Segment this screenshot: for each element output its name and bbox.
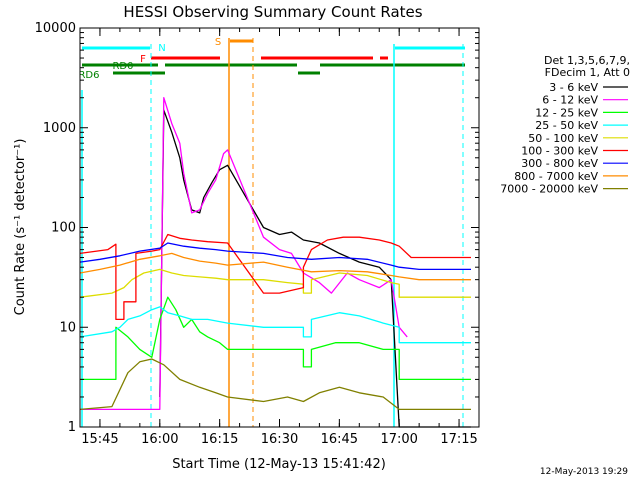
legend-entry-7: 800 - 7000 keV (514, 170, 598, 183)
legend-entry-1: 6 - 12 keV (542, 94, 598, 107)
legend: Det 1,3,5,6,7,9, FDecim 1, Att 0 3 - 6 k… (500, 54, 630, 196)
flag-label-rd0: RD0 (112, 61, 133, 72)
flag-label-night: N (158, 43, 165, 54)
legend-entry-3: 25 - 50 keV (535, 119, 598, 132)
series-line-5 (79, 233, 471, 321)
legend-entry-4: 50 - 100 keV (528, 132, 598, 145)
x-tick-label: 17:00 (380, 432, 417, 447)
flag-label-flare: F (140, 54, 146, 65)
legend-entry-5: 100 - 300 keV (521, 145, 598, 158)
series-line-6 (79, 242, 471, 271)
footer-date: 12-May-2013 19:29 (540, 467, 628, 477)
series-line-8 (79, 358, 471, 411)
y-axis-label: Count Rate (s⁻¹ detector⁻¹) (13, 139, 28, 316)
y-tick-label: 100 (51, 221, 76, 236)
flag-label-rd6: RD6 (78, 70, 99, 81)
y-tick-label: 1 (68, 420, 76, 435)
chart-title: HESSI Observing Summary Count Rates (123, 3, 422, 21)
plot-frame (79, 27, 480, 428)
y-tick-label: 10 (59, 320, 76, 335)
series-line-7 (79, 252, 471, 281)
series-line-0 (159, 109, 471, 428)
x-tick-label: 15:45 (81, 432, 118, 447)
legend-header-line1: Det 1,3,5,6,7,9, (544, 54, 630, 67)
legend-entry-0: 3 - 6 keV (549, 81, 598, 94)
legend-header-line2: FDecim 1, Att 0 (545, 66, 630, 79)
flag-bars: N F S RD0 RD6 (78, 37, 465, 81)
x-tick-label: 16:00 (141, 432, 178, 447)
event-markers (81, 38, 464, 427)
y-tick-label: 10000 (35, 21, 76, 36)
x-tick-label: 16:30 (261, 432, 298, 447)
x-tick-label: 17:15 (440, 432, 477, 447)
series-line-1 (80, 97, 408, 411)
x-axis-label: Start Time (12-May-13 15:41:42) (172, 457, 386, 472)
x-tick-label: 16:15 (201, 432, 238, 447)
series-lines (79, 97, 471, 428)
x-tick-label: 16:45 (321, 432, 358, 447)
legend-entry-2: 12 - 25 keV (535, 106, 598, 119)
series-line-2 (80, 296, 471, 381)
flag-label-saa: S (215, 37, 221, 48)
legend-entry-6: 300 - 800 keV (521, 157, 598, 170)
series-line-3 (79, 306, 471, 344)
legend-entry-8: 7000 - 20000 keV (500, 183, 598, 196)
axes: 1 10 100 1000 10000 15:45 16:00 16:15 16:30 16:45… (35, 21, 480, 447)
y-tick-label: 1000 (43, 121, 76, 136)
series-line-4 (79, 268, 471, 298)
